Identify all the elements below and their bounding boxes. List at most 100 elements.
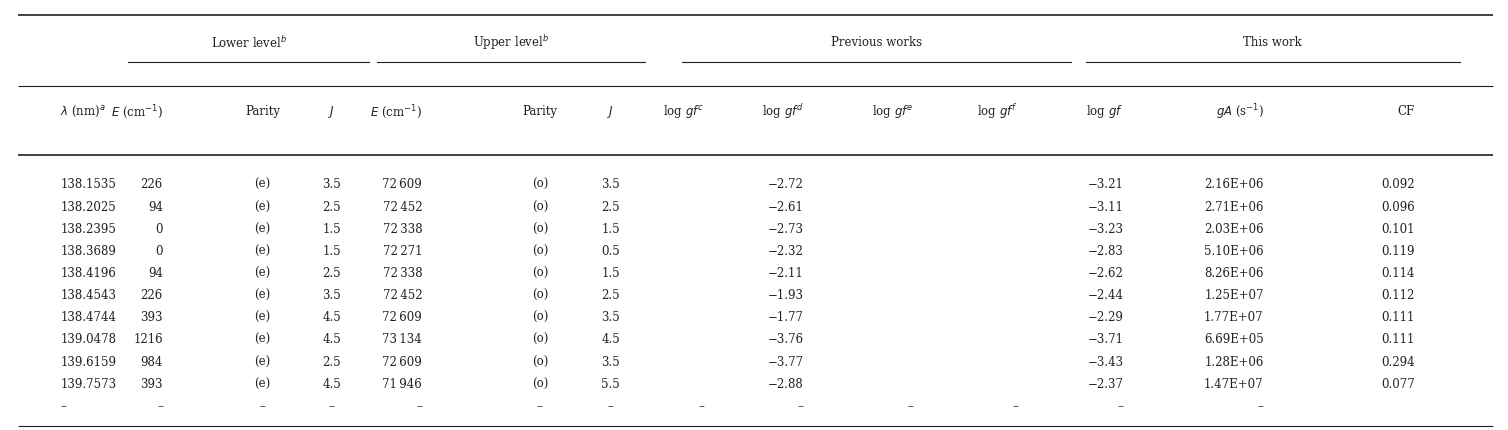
Text: −2.32: −2.32 — [768, 245, 804, 258]
Text: (e): (e) — [255, 245, 270, 258]
Text: (e): (e) — [255, 200, 270, 214]
Text: –: – — [416, 400, 422, 413]
Text: −2.44: −2.44 — [1087, 289, 1123, 302]
Text: 72 609: 72 609 — [383, 356, 422, 369]
Text: 0.114: 0.114 — [1381, 267, 1415, 280]
Text: −2.29: −2.29 — [1087, 311, 1123, 324]
Text: $J$: $J$ — [608, 104, 614, 120]
Text: −3.21: −3.21 — [1087, 178, 1123, 191]
Text: 984: 984 — [140, 356, 163, 369]
Text: (o): (o) — [532, 200, 547, 214]
Text: 72 338: 72 338 — [383, 267, 422, 280]
Text: log $gf^c$: log $gf^c$ — [664, 103, 704, 120]
Text: 2.5: 2.5 — [323, 200, 341, 214]
Text: $gA$ (s$^{-1}$): $gA$ (s$^{-1}$) — [1215, 102, 1264, 122]
Text: 0.096: 0.096 — [1381, 200, 1415, 214]
Text: 1.77E+07: 1.77E+07 — [1203, 311, 1264, 324]
Text: 393: 393 — [140, 378, 163, 391]
Text: 0.101: 0.101 — [1381, 223, 1415, 236]
Text: This work: This work — [1244, 37, 1301, 49]
Text: 0.111: 0.111 — [1381, 333, 1415, 347]
Text: 4.5: 4.5 — [602, 333, 620, 347]
Text: −2.73: −2.73 — [768, 223, 804, 236]
Text: 94: 94 — [148, 267, 163, 280]
Text: 1.28E+06: 1.28E+06 — [1205, 356, 1264, 369]
Text: –: – — [908, 400, 914, 413]
Text: 72 452: 72 452 — [383, 289, 422, 302]
Text: 1.5: 1.5 — [323, 245, 341, 258]
Text: −2.37: −2.37 — [1087, 378, 1123, 391]
Text: −2.62: −2.62 — [1087, 267, 1123, 280]
Text: 138.1535: 138.1535 — [60, 178, 116, 191]
Text: Parity: Parity — [244, 105, 280, 118]
Text: 139.0478: 139.0478 — [60, 333, 116, 347]
Text: log $gf$: log $gf$ — [1086, 103, 1123, 120]
Text: 138.2395: 138.2395 — [60, 223, 116, 236]
Text: –: – — [537, 400, 543, 413]
Text: −2.83: −2.83 — [1087, 245, 1123, 258]
Text: –: – — [259, 400, 265, 413]
Text: 6.69E+05: 6.69E+05 — [1203, 333, 1264, 347]
Text: −2.61: −2.61 — [768, 200, 804, 214]
Text: 0.092: 0.092 — [1381, 178, 1415, 191]
Text: (o): (o) — [532, 289, 547, 302]
Text: 0.111: 0.111 — [1381, 311, 1415, 324]
Text: 3.5: 3.5 — [602, 178, 620, 191]
Text: 3.5: 3.5 — [602, 311, 620, 324]
Text: 0.5: 0.5 — [602, 245, 620, 258]
Text: 4.5: 4.5 — [323, 311, 341, 324]
Text: −3.71: −3.71 — [1087, 333, 1123, 347]
Text: (o): (o) — [532, 311, 547, 324]
Text: 139.7573: 139.7573 — [60, 378, 116, 391]
Text: 72 271: 72 271 — [383, 245, 422, 258]
Text: −3.43: −3.43 — [1087, 356, 1123, 369]
Text: 0.294: 0.294 — [1381, 356, 1415, 369]
Text: 94: 94 — [148, 200, 163, 214]
Text: 72 452: 72 452 — [383, 200, 422, 214]
Text: –: – — [698, 400, 704, 413]
Text: –: – — [157, 400, 163, 413]
Text: log $gf^d$: log $gf^d$ — [762, 102, 804, 121]
Text: –: – — [60, 400, 66, 413]
Text: (e): (e) — [255, 378, 270, 391]
Text: (e): (e) — [255, 223, 270, 236]
Text: log $gf^f$: log $gf^f$ — [977, 102, 1018, 121]
Text: 138.4744: 138.4744 — [60, 311, 116, 324]
Text: 393: 393 — [140, 311, 163, 324]
Text: 0.119: 0.119 — [1381, 245, 1415, 258]
Text: (e): (e) — [255, 289, 270, 302]
Text: (o): (o) — [532, 378, 547, 391]
Text: (e): (e) — [255, 267, 270, 280]
Text: (e): (e) — [255, 311, 270, 324]
Text: (e): (e) — [255, 333, 270, 347]
Text: −3.77: −3.77 — [768, 356, 804, 369]
Text: (e): (e) — [255, 178, 270, 191]
Text: 1.5: 1.5 — [323, 223, 341, 236]
Text: 1216: 1216 — [133, 333, 163, 347]
Text: (o): (o) — [532, 245, 547, 258]
Text: 2.5: 2.5 — [323, 267, 341, 280]
Text: (o): (o) — [532, 333, 547, 347]
Text: 72 609: 72 609 — [383, 178, 422, 191]
Text: 4.5: 4.5 — [323, 378, 341, 391]
Text: −1.93: −1.93 — [768, 289, 804, 302]
Text: $J$: $J$ — [329, 104, 335, 120]
Text: 5.10E+06: 5.10E+06 — [1203, 245, 1264, 258]
Text: 72 609: 72 609 — [383, 311, 422, 324]
Text: 2.16E+06: 2.16E+06 — [1205, 178, 1264, 191]
Text: –: – — [798, 400, 804, 413]
Text: 71 946: 71 946 — [383, 378, 422, 391]
Text: 2.5: 2.5 — [323, 356, 341, 369]
Text: 226: 226 — [140, 178, 163, 191]
Text: log $gf^e$: log $gf^e$ — [873, 103, 914, 120]
Text: $\lambda$ (nm)$^a$: $\lambda$ (nm)$^a$ — [60, 104, 106, 120]
Text: 1.5: 1.5 — [602, 223, 620, 236]
Text: 3.5: 3.5 — [323, 178, 341, 191]
Text: Lower level$^b$: Lower level$^b$ — [211, 35, 287, 51]
Text: 0.077: 0.077 — [1381, 378, 1415, 391]
Text: −2.11: −2.11 — [768, 267, 804, 280]
Text: 8.26E+06: 8.26E+06 — [1205, 267, 1264, 280]
Text: Upper level$^b$: Upper level$^b$ — [474, 34, 549, 52]
Text: 5.5: 5.5 — [602, 378, 620, 391]
Text: 3.5: 3.5 — [323, 289, 341, 302]
